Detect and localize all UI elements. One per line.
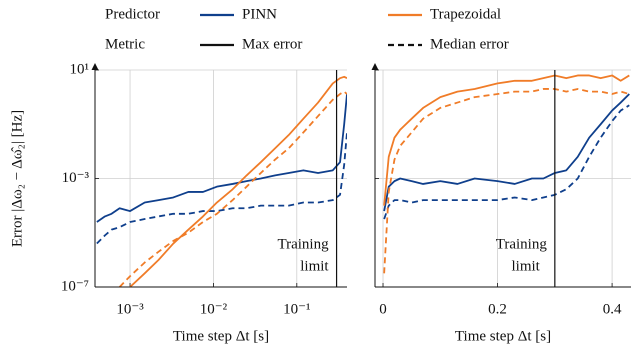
x-tick-label: 10⁻²	[200, 301, 228, 317]
x-tick-label: 0	[379, 301, 387, 317]
legend-label: Max error	[242, 36, 302, 52]
series-line	[118, 90, 347, 287]
series-line	[383, 104, 630, 220]
annotation-text: limit	[511, 258, 540, 274]
legend-label: Median error	[430, 36, 509, 52]
legend-label: PINN	[242, 6, 277, 22]
x-axis-label: Time step Δt [s]	[173, 328, 269, 344]
legend-title: Metric	[105, 36, 145, 52]
legend-title: Predictor	[105, 6, 160, 22]
x-axis-label: Time step Δt [s]	[455, 328, 551, 344]
series-line	[383, 88, 630, 274]
series-line	[383, 93, 630, 212]
x-tick-label: 10⁻³	[116, 301, 144, 317]
plot-area	[383, 74, 630, 274]
series-line	[129, 75, 347, 287]
y-tick-label: 10⁻³	[62, 170, 90, 186]
x-tick-label: 0.4	[603, 301, 622, 317]
series-line	[96, 132, 347, 245]
legend-label: Trapezoidal	[430, 6, 501, 22]
axis-arrow	[91, 63, 99, 70]
plot-area	[96, 75, 347, 287]
y-tick-label: 10¹	[70, 61, 90, 77]
annotation-text: limit	[300, 258, 329, 274]
annotation-text: Training	[277, 236, 329, 252]
y-tick-label: 10⁻⁷	[61, 278, 89, 294]
x-tick-label: 10⁻¹	[283, 301, 310, 317]
series-line	[383, 74, 630, 206]
axis-arrow	[371, 63, 379, 70]
x-tick-label: 0.2	[488, 301, 507, 317]
annotation-text: Training	[496, 236, 548, 252]
series-line	[96, 93, 347, 223]
y-axis-label: Error |Δω₂ − Δω̂₂| [Hz]	[9, 110, 25, 247]
